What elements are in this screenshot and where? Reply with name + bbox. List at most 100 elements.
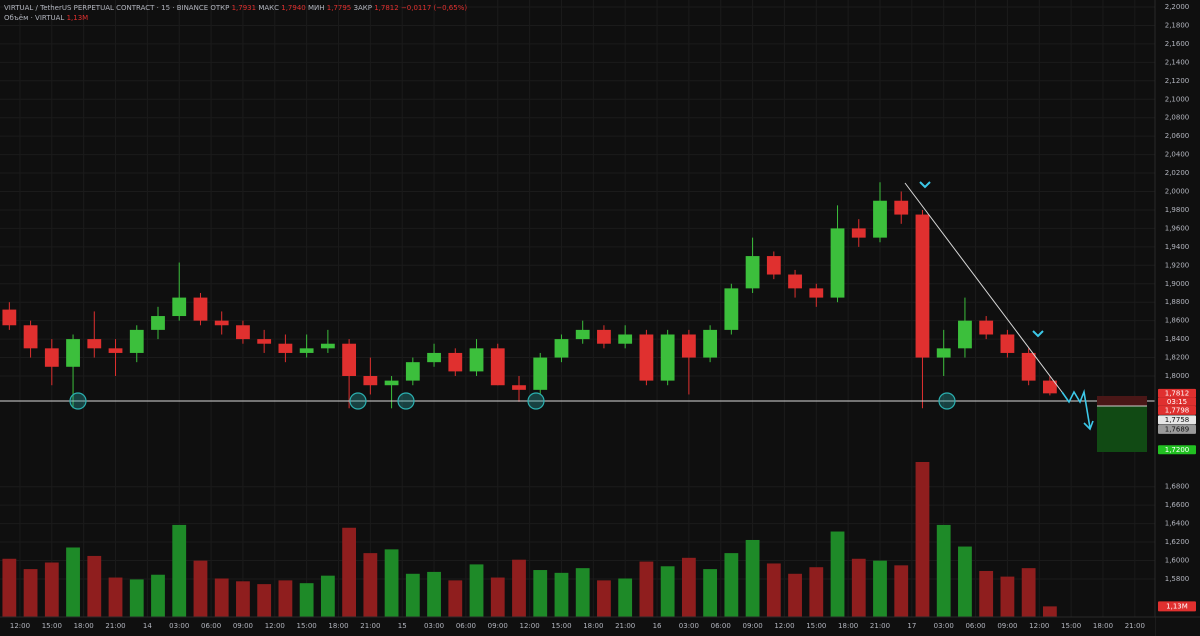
y-tick-label: 2,2000 [1165,3,1190,11]
price-tag [1158,405,1196,415]
y-tick-label: 1,9600 [1165,224,1190,232]
candle-body [554,339,569,358]
volume-bar [575,568,590,617]
volume-bar [1021,568,1036,617]
volume-bar [342,527,357,617]
price-tag [1158,424,1196,434]
volume-bar [936,524,951,617]
volume-bar [915,462,930,617]
x-tick-label: 12:00 [520,622,540,630]
volume-bar [405,573,420,617]
volume-bar [766,563,781,617]
ohlc-label: МИН [308,4,325,12]
volume-pane [2,462,1057,617]
candle-body [129,329,144,353]
candle-body [830,228,845,298]
y-tick-label: 2,1400 [1165,58,1190,66]
candle-body [703,329,718,358]
price-tag [1158,445,1196,455]
y-tick-label: 1,6000 [1165,556,1190,564]
touch-circle [349,392,367,410]
volume-bar [236,581,250,617]
volume-bar [384,549,399,617]
candle-body [44,348,59,367]
grid [0,0,1155,617]
x-tick-label: 12:00 [10,622,30,630]
x-tick-label: 09:00 [997,622,1017,630]
candle-body [384,380,399,386]
candle-body [87,339,102,349]
x-tick-label: 16 [653,622,662,630]
candle-body [894,200,909,215]
x-tick-label: 21:00 [615,622,635,630]
ohlc-value: 1,7931 [232,4,257,12]
volume-bar [979,570,994,617]
x-tick-label: 15 [398,622,407,630]
y-tick-label: 2,1200 [1165,77,1190,85]
marker-arrow [1032,330,1044,338]
countdown-bg [1158,397,1196,406]
volume-legend: Объём · VIRTUAL 1,13M [4,14,88,22]
candle-body [597,329,611,344]
forecast-arrow [1061,389,1091,429]
candle-body [320,343,335,349]
stop-zone [1097,396,1147,406]
x-tick-label: 06:00 [456,622,476,630]
ohlc-value: 1,7795 [327,4,352,12]
candle-body [766,256,781,275]
forecast-arrow-head [1083,420,1094,431]
y-tick-label: 2,0800 [1165,114,1190,122]
volume-bar [745,539,760,617]
x-tick-label: 09:00 [233,622,253,630]
volume-bar [1042,606,1057,617]
volume-bar [597,580,611,617]
volume-bar [873,560,887,617]
y-tick-label: 1,9800 [1165,206,1190,214]
x-tick-label: 21:00 [360,622,380,630]
volume-bar [129,579,144,617]
candle-body [745,256,760,289]
candle-body [724,288,739,330]
volume-bar [724,553,739,617]
candle-body [639,334,654,381]
candle-body [469,348,484,372]
y-tick-label: 1,6200 [1165,538,1190,546]
volume-bar [618,578,633,617]
candle-body [958,320,972,349]
candle-body [660,334,675,381]
volume-bar [512,559,526,617]
volume-bar [830,531,845,617]
price-axis [1155,0,1200,636]
x-tick-label: 15:00 [297,622,317,630]
touch-circle [397,392,415,410]
volume-bar [958,546,972,617]
x-tick-label: 09:00 [488,622,508,630]
y-tick-label: 2,0000 [1165,188,1190,196]
volume-bar [448,580,463,617]
y-tick-label: 1,8800 [1165,298,1190,306]
trend-line [904,182,1063,393]
volume-tag [1158,601,1196,612]
volume-bar [788,573,802,617]
candle-body [236,325,250,340]
y-tick-label: 1,8000 [1165,372,1190,380]
candle-body [299,348,314,353]
ohlc-label: МАКС [258,4,279,12]
y-tick-label: 1,9400 [1165,243,1190,251]
price-tag-label: 1,7812 [1165,389,1190,397]
x-tick-label: 18:00 [74,622,94,630]
price-tag-label: 1,7758 [1165,416,1190,424]
x-tick-label: 03:00 [424,622,444,630]
ohlc-value: 1,7812 [374,4,399,12]
ohlc-label: ОТКР [210,4,229,12]
y-tick-label: 1,6600 [1165,501,1190,509]
candle-body [2,309,17,326]
y-tick-label: 2,1600 [1165,40,1190,48]
candle-body [405,362,420,381]
x-tick-label: 06:00 [201,622,221,630]
candle-body [214,320,229,326]
symbol: VIRTUAL / TetherUS PERPETUAL CONTRACT · … [4,4,208,12]
y-tick-label: 1,5800 [1165,575,1190,583]
drawings [0,181,1160,452]
volume-bar [681,557,696,617]
